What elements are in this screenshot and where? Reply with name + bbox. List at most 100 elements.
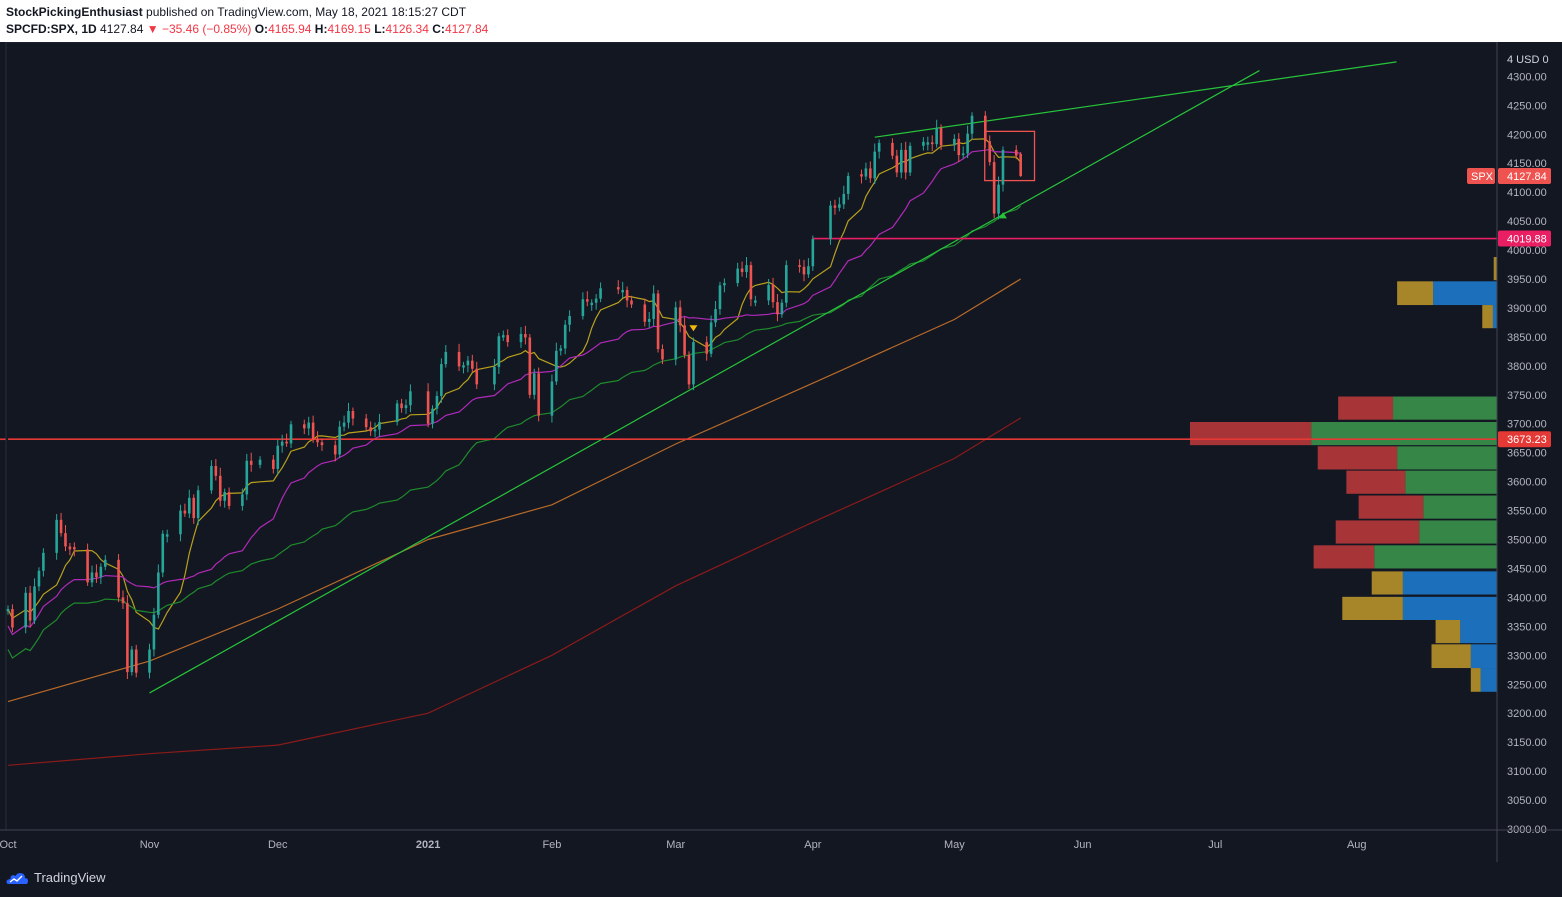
candle-body <box>1019 153 1022 177</box>
time-axis[interactable]: Oct Nov Dec 2021 Feb Mar Apr May Jun Jul Aug <box>0 829 1562 851</box>
signal-marker <box>998 212 1007 219</box>
price-change: ▼ −35.46 (−0.85%) <box>146 22 252 36</box>
volume-profile-bar-down <box>1470 668 1481 692</box>
price-tick-label: 3150.00 <box>1507 737 1547 749</box>
price-tick-label: 3500.00 <box>1507 535 1547 547</box>
time-tick-label: Aug <box>1347 839 1367 851</box>
price-tick-label: 3250.00 <box>1507 679 1547 691</box>
price-chart[interactable]: 3000.003050.003100.003150.003200.003250.… <box>0 42 1562 862</box>
candle-body <box>68 546 72 550</box>
candle-body <box>369 427 372 432</box>
candle-body <box>838 204 841 208</box>
trendline <box>874 61 1397 138</box>
volume-profile-bar-up <box>1374 545 1497 569</box>
volume-profile-bar-down <box>1482 305 1493 329</box>
time-tick-label: Oct <box>0 839 17 851</box>
candle-body <box>661 349 664 360</box>
moving-average-line <box>7 138 1022 630</box>
candle-body <box>532 373 536 395</box>
candle-body <box>431 408 434 424</box>
candle-body <box>249 460 253 465</box>
candle-body <box>409 391 412 406</box>
candle-body <box>590 302 594 306</box>
currency-label: 4 USD 0 <box>1507 54 1549 66</box>
candle-body <box>749 265 753 300</box>
candle-body <box>378 422 381 430</box>
candle-body <box>908 145 912 173</box>
volume-profile-bar-up <box>1402 596 1497 620</box>
candle-body <box>351 411 355 419</box>
volume-profile-bar-up <box>1405 470 1497 494</box>
candle-body <box>895 155 899 173</box>
candle-body <box>643 304 647 322</box>
candle-body <box>802 266 806 275</box>
candle-body <box>599 288 602 299</box>
last-price-tag-label: 4127.84 <box>1507 171 1547 183</box>
candle-body <box>692 342 695 385</box>
time-tick-label: Apr <box>804 839 821 851</box>
candle-body <box>42 552 45 571</box>
candle-body <box>152 614 156 650</box>
volume-profile-bar-up <box>1480 668 1497 692</box>
tradingview-logo[interactable]: TradingView <box>6 870 106 885</box>
candle-body <box>718 285 722 310</box>
candle-body <box>745 265 748 273</box>
candle-body <box>196 490 200 519</box>
candle-body <box>506 335 510 343</box>
level-price-tag <box>1498 431 1551 448</box>
drawings[interactable] <box>0 61 1497 694</box>
price-tick-label: 3350.00 <box>1507 621 1547 633</box>
candle-body <box>842 193 846 205</box>
candle-body <box>683 325 686 355</box>
tradingview-brand: TradingView <box>34 870 106 885</box>
candle-body <box>457 351 461 367</box>
candle-body <box>771 284 775 303</box>
symbol-label[interactable]: SPCFD:SPX, 1D <box>6 22 97 36</box>
published-text: published on TradingView.com, May 18, 20… <box>146 5 467 19</box>
candle-body <box>926 142 930 145</box>
candle-body <box>798 265 801 267</box>
volume-profile-bar-down <box>1431 644 1471 669</box>
candle-body <box>95 572 98 578</box>
candle-body <box>891 142 894 156</box>
candle-body <box>616 287 620 290</box>
candle-body <box>475 368 479 385</box>
candle-body <box>55 519 58 553</box>
price-tick-label: 3950.00 <box>1507 274 1547 286</box>
volume-profile-bar-down <box>1338 396 1394 420</box>
candle-body <box>103 559 107 567</box>
candle-body <box>165 534 169 537</box>
candle-body <box>130 649 134 673</box>
candle-body <box>86 549 89 583</box>
candle-body <box>528 337 532 395</box>
volume-profile-bar-up <box>1419 520 1497 544</box>
candle-body <box>126 603 129 673</box>
candle-body <box>930 142 934 145</box>
close-value: 4127.84 <box>444 22 489 36</box>
time-tick-label: Feb <box>542 839 561 851</box>
volume-profile-bar-down <box>1317 446 1398 470</box>
candle-body <box>869 168 872 179</box>
volume-profile-bar-down <box>1346 470 1406 494</box>
time-tick-label: 2021 <box>416 839 440 851</box>
candle-body <box>550 381 554 416</box>
candle-body <box>11 609 14 628</box>
candle-body <box>780 302 784 315</box>
author-name[interactable]: StockPickingEnthusiast <box>6 5 143 19</box>
candle-body <box>245 460 249 495</box>
candle-body <box>776 302 779 315</box>
open-value: 4165.94 <box>268 22 312 36</box>
candle-body <box>1014 149 1018 156</box>
candle-body <box>988 141 992 163</box>
candle-body <box>24 592 27 628</box>
candle-body <box>807 266 810 275</box>
last-price: 4127.84 <box>100 22 144 36</box>
candle-body <box>117 559 120 598</box>
price-tick-label: 3900.00 <box>1507 303 1547 315</box>
volume-profile-bar-down <box>1397 281 1434 306</box>
level-price-tag-label: 3673.23 <box>1507 434 1547 446</box>
candle-body <box>223 492 226 501</box>
price-tick-label: 3100.00 <box>1507 766 1547 778</box>
candle-body <box>621 290 624 293</box>
candle-body <box>157 572 160 615</box>
